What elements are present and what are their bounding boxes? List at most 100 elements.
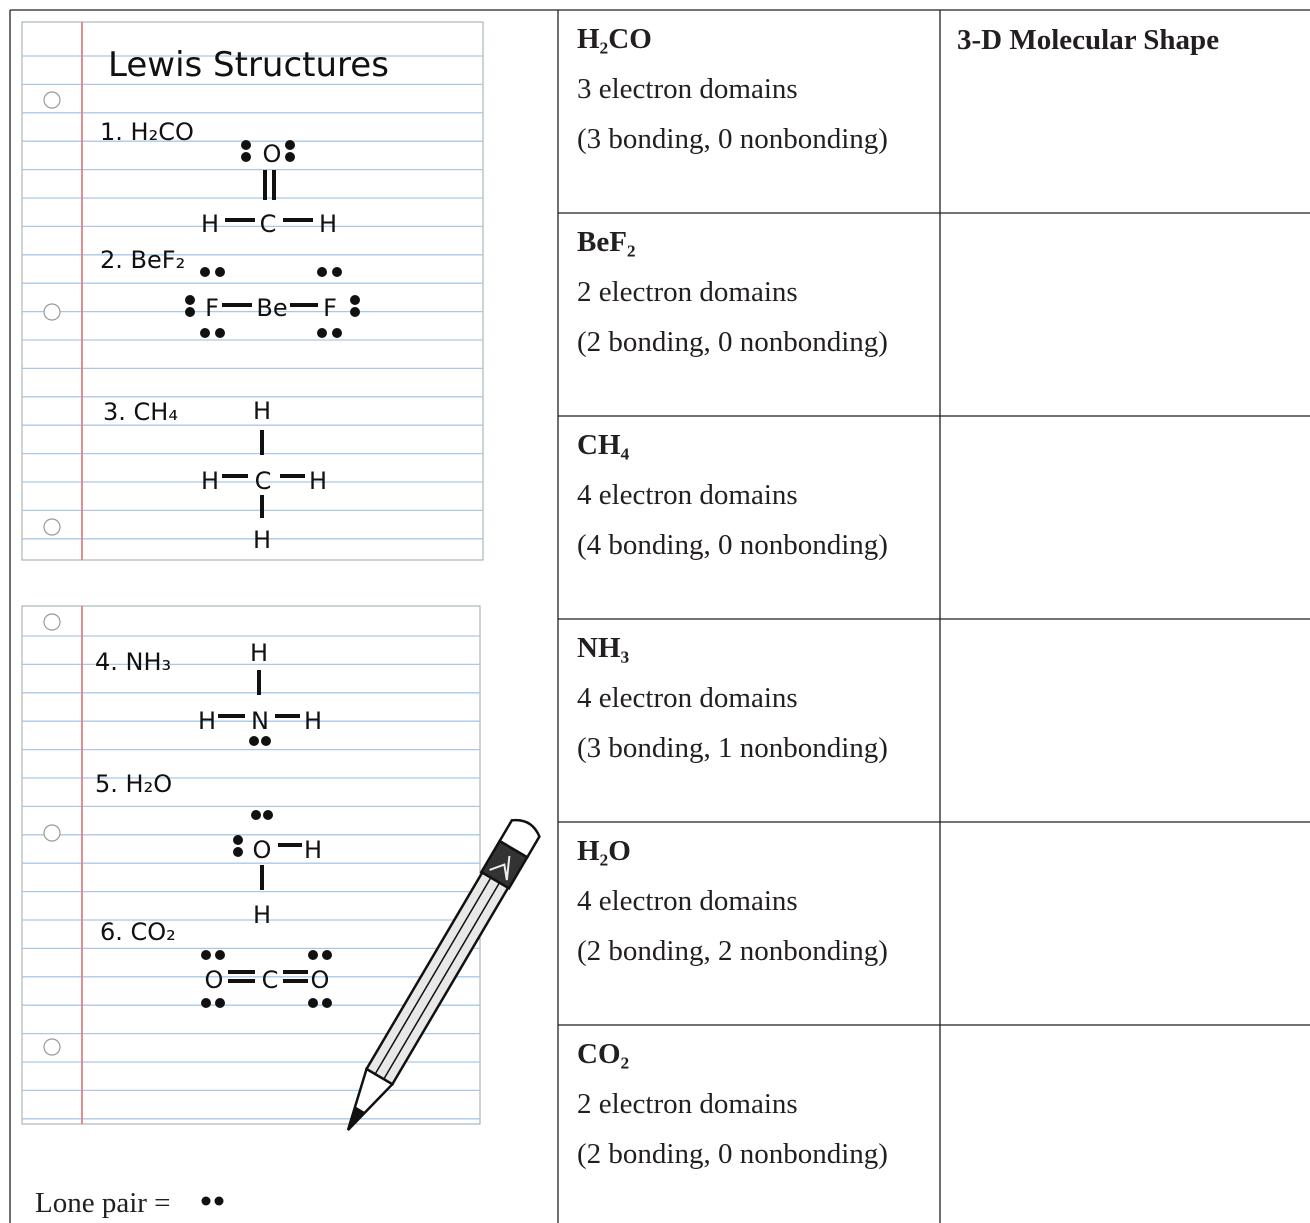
structure-label: 6. CO₂ [100, 918, 176, 946]
structure-label: 4. NH₃ [95, 648, 171, 676]
lone-pair-dot [201, 950, 211, 960]
lone-pair-dot [350, 295, 360, 305]
atom: H [309, 467, 327, 495]
electron-domains: 4 electron domains [577, 479, 798, 511]
formula: NH₃ [577, 632, 630, 664]
bonding-detail: (2 bonding, 0 nonbonding) [577, 326, 888, 358]
notebook [21, 21, 484, 1125]
table-grid [9, 9, 1310, 1223]
formula: H₂O [577, 835, 631, 867]
punch-hole [43, 1038, 61, 1056]
lone-pair-dot [214, 1196, 224, 1206]
atom: H [198, 707, 216, 735]
lone-pair-dot [200, 267, 210, 277]
formula: CH₄ [577, 429, 630, 461]
lone-pair-dot [241, 152, 251, 162]
lewis-structure: 3. CH₄ H H C H H [103, 397, 327, 554]
atom: H [319, 210, 337, 238]
atom: H [250, 639, 268, 667]
lone-pair-dot [322, 950, 332, 960]
lone-pair-dot [285, 152, 295, 162]
structure-label: 2. BeF₂ [100, 246, 185, 274]
lone-pair-dot [215, 328, 225, 338]
lewis-structure: 5. H₂O O H H [95, 770, 322, 929]
lone-pair-dot [215, 950, 225, 960]
structure-label: 3. CH₄ [103, 398, 178, 426]
table-header: 3-D Molecular Shape [957, 24, 1219, 56]
electron-domains: 2 electron domains [577, 276, 798, 308]
atom: O [205, 966, 224, 994]
atom: C [255, 467, 272, 495]
lone-pair-dot [285, 140, 295, 150]
atom: H [201, 467, 219, 495]
electron-domains: 4 electron domains [577, 682, 798, 714]
lone-pair-dot [317, 267, 327, 277]
bonding-detail: (3 bonding, 1 nonbonding) [577, 732, 888, 764]
bonding-detail: (3 bonding, 0 nonbonding) [577, 123, 888, 155]
atom: H [201, 210, 219, 238]
atom: H [304, 836, 322, 864]
electron-domains: 4 electron domains [577, 885, 798, 917]
lone-pair-dot [201, 998, 211, 1008]
notebook-title: Lewis Structures [108, 45, 389, 85]
lone-pair-dot [332, 328, 342, 338]
atom: O [263, 140, 282, 168]
lone-pair-dot [249, 736, 259, 746]
atom: C [260, 210, 277, 238]
bonding-detail: (2 bonding, 2 nonbonding) [577, 935, 888, 967]
lone-pair-dot [322, 998, 332, 1008]
atom: F [323, 294, 337, 322]
lone-pair-dot [350, 307, 360, 317]
lone-pair-dot [251, 810, 261, 820]
structure-label: 5. H₂O [95, 770, 172, 798]
lone-pair-dot [263, 810, 273, 820]
lone-pair-dot [308, 998, 318, 1008]
punch-hole [43, 824, 61, 842]
lone-pair-dot [185, 295, 195, 305]
lone-pair-dot [233, 835, 243, 845]
punch-hole [43, 91, 61, 109]
atom: N [251, 707, 269, 735]
atom: F [205, 294, 219, 322]
lone-pair-dot [215, 998, 225, 1008]
formula: BeF₂ [577, 226, 636, 258]
sheet [21, 21, 484, 561]
lone-pair-dot [332, 267, 342, 277]
electron-domains: 2 electron domains [577, 1088, 798, 1120]
atom: O [253, 836, 272, 864]
lone-pair-dot [185, 307, 195, 317]
atom: H [253, 397, 271, 425]
formula: CO₂ [577, 1038, 629, 1070]
lewis-structure: 4. NH₃ H H N H [95, 639, 322, 746]
punch-hole [43, 613, 61, 631]
atom: H [253, 526, 271, 554]
formula: H₂CO [577, 23, 652, 55]
bonding-detail: (4 bonding, 0 nonbonding) [577, 529, 888, 561]
lone-pair-dot [317, 328, 327, 338]
legend-label: Lone pair = [35, 1187, 171, 1219]
lone-pair-dot [308, 950, 318, 960]
lewis-structure: 2. BeF₂ F Be F [100, 246, 360, 338]
electron-domains: 3 electron domains [577, 73, 798, 105]
lone-pair-dot [241, 140, 251, 150]
pencil [346, 818, 541, 1131]
punch-hole [43, 518, 61, 536]
lewis-structure: 6. CO₂ O C O [100, 918, 332, 1008]
atom: H [304, 707, 322, 735]
bonding-detail: (2 bonding, 0 nonbonding) [577, 1138, 888, 1170]
atom: C [262, 966, 279, 994]
punch-hole [43, 303, 61, 321]
atom: Be [256, 294, 287, 322]
atom: O [311, 966, 330, 994]
lone-pair-dot [200, 328, 210, 338]
lone-pair-dot [261, 736, 271, 746]
lone-pair-dot [233, 847, 243, 857]
lewis-structure: 1. H₂CO O H C H [100, 118, 337, 238]
lone-pair-dot [215, 267, 225, 277]
lone-pair-dot [201, 1196, 211, 1206]
atom: H [253, 901, 271, 929]
structure-label: 1. H₂CO [100, 118, 194, 146]
